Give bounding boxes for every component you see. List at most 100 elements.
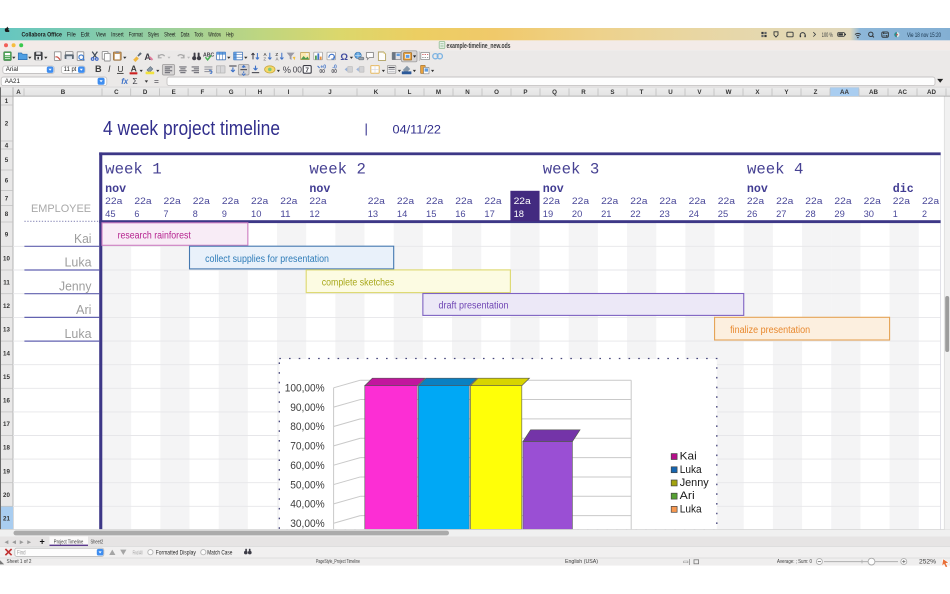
svg-text:Y: Y (784, 89, 789, 96)
svg-text:21: 21 (601, 209, 611, 219)
svg-text:50,00%: 50,00% (290, 479, 325, 491)
svg-text:Window: Window (208, 32, 221, 39)
svg-text:6: 6 (5, 178, 9, 185)
svg-text:5: 5 (5, 157, 9, 164)
svg-text:22a: 22a (864, 196, 881, 206)
svg-text:Styles: Styles (148, 32, 159, 39)
svg-text:V: V (697, 89, 702, 96)
svg-text:week 3: week 3 (543, 161, 600, 179)
svg-text:W: W (726, 89, 732, 96)
svg-text:22a: 22a (572, 196, 589, 206)
svg-text:30,00%: 30,00% (290, 518, 325, 530)
svg-text:draft presentation: draft presentation (438, 300, 508, 311)
svg-text:10: 10 (3, 256, 10, 263)
svg-text:15: 15 (3, 374, 10, 381)
svg-text:AB: AB (869, 89, 878, 96)
svg-text:4: 4 (5, 142, 9, 149)
svg-text:17: 17 (484, 209, 494, 219)
svg-text:22a: 22a (105, 196, 122, 206)
svg-text:J: J (328, 89, 332, 96)
svg-text:24: 24 (689, 209, 699, 219)
svg-text:AA21: AA21 (5, 78, 21, 85)
svg-text:finalize presentation: finalize presentation (730, 325, 810, 336)
svg-text:16: 16 (455, 209, 465, 219)
svg-text:English (USA): English (USA) (565, 559, 598, 565)
svg-text:O: O (494, 89, 499, 96)
svg-text:00: 00 (319, 69, 325, 75)
svg-text:14: 14 (397, 209, 407, 219)
svg-text:I: I (288, 89, 290, 96)
svg-text:40,00%: 40,00% (290, 499, 325, 511)
svg-text:Vie 18 nov 15:20: Vie 18 nov 15:20 (907, 32, 941, 39)
svg-text:week 2: week 2 (309, 161, 366, 179)
svg-text:ABC: ABC (203, 52, 214, 58)
svg-text:15: 15 (426, 209, 436, 219)
svg-text:AA: AA (840, 89, 849, 96)
svg-text:22a: 22a (601, 196, 618, 206)
svg-text:28: 28 (805, 209, 815, 219)
svg-text:A: A (275, 56, 279, 61)
svg-text:Collabora Office: Collabora Office (22, 32, 63, 39)
svg-text:22a: 22a (397, 196, 414, 206)
svg-text:22a: 22a (484, 196, 501, 206)
svg-text:00: 00 (293, 64, 303, 74)
svg-text:18: 18 (514, 209, 524, 219)
svg-text:22a: 22a (630, 196, 647, 206)
svg-text:Q: Q (552, 89, 557, 96)
svg-text:T: T (640, 89, 644, 96)
svg-text:nov: nov (747, 183, 768, 196)
svg-text:22a: 22a (193, 196, 210, 206)
svg-text:Z: Z (275, 52, 278, 57)
svg-text:Z: Z (814, 89, 818, 96)
svg-text:Sheet2: Sheet2 (91, 539, 104, 545)
svg-text:Arial: Arial (6, 66, 18, 73)
svg-text:6: 6 (134, 209, 139, 219)
svg-text:22a: 22a (309, 196, 326, 206)
svg-text:8: 8 (5, 211, 9, 218)
svg-text:7: 7 (305, 67, 309, 74)
svg-text:A: A (263, 52, 267, 57)
svg-text:Kai: Kai (680, 451, 697, 463)
svg-text:Edit: Edit (81, 32, 90, 39)
svg-text:Σ: Σ (132, 76, 137, 86)
svg-text:22a: 22a (922, 196, 939, 206)
svg-text:18: 18 (3, 445, 10, 452)
svg-text:22a: 22a (134, 196, 151, 206)
svg-text:N: N (465, 89, 470, 96)
svg-text:Help: Help (226, 32, 234, 39)
svg-text:22a: 22a (805, 196, 822, 206)
svg-text:dic: dic (893, 183, 914, 196)
svg-text:26: 26 (747, 209, 757, 219)
svg-text:=: = (154, 76, 159, 86)
svg-text:P: P (523, 89, 527, 96)
svg-text:S: S (610, 89, 614, 96)
svg-text:Project Timeline: Project Timeline (54, 539, 83, 545)
svg-text:19: 19 (3, 468, 10, 475)
svg-text:week 1: week 1 (105, 161, 162, 179)
svg-text:Average: ; Sum: 0: Average: ; Sum: 0 (777, 559, 812, 565)
svg-text:AC: AC (898, 89, 907, 96)
svg-text:10: 10 (251, 209, 261, 219)
svg-text:H: H (258, 89, 263, 96)
svg-text:22a: 22a (893, 196, 910, 206)
svg-text:K: K (374, 89, 379, 96)
svg-text:AD: AD (927, 89, 936, 96)
svg-text:R: R (581, 89, 586, 96)
svg-text:X: X (755, 89, 760, 96)
svg-text:EMPLOYEE: EMPLOYEE (31, 203, 91, 215)
svg-text:Luka: Luka (680, 464, 703, 476)
svg-text:File: File (67, 32, 76, 39)
svg-text:11 pt: 11 pt (64, 66, 77, 73)
svg-text:M: M (436, 89, 441, 96)
svg-text:22a: 22a (455, 196, 472, 206)
svg-text:Luka: Luka (65, 326, 93, 341)
svg-text:22a: 22a (222, 196, 239, 206)
svg-text:11: 11 (3, 279, 10, 286)
svg-text:19: 19 (543, 209, 553, 219)
svg-text:20: 20 (572, 209, 582, 219)
svg-text:nov: nov (105, 183, 126, 196)
svg-text:Jenny: Jenny (680, 477, 709, 489)
svg-text:22a: 22a (164, 196, 181, 206)
svg-text:Luka: Luka (680, 503, 703, 515)
svg-text:7: 7 (5, 195, 9, 202)
